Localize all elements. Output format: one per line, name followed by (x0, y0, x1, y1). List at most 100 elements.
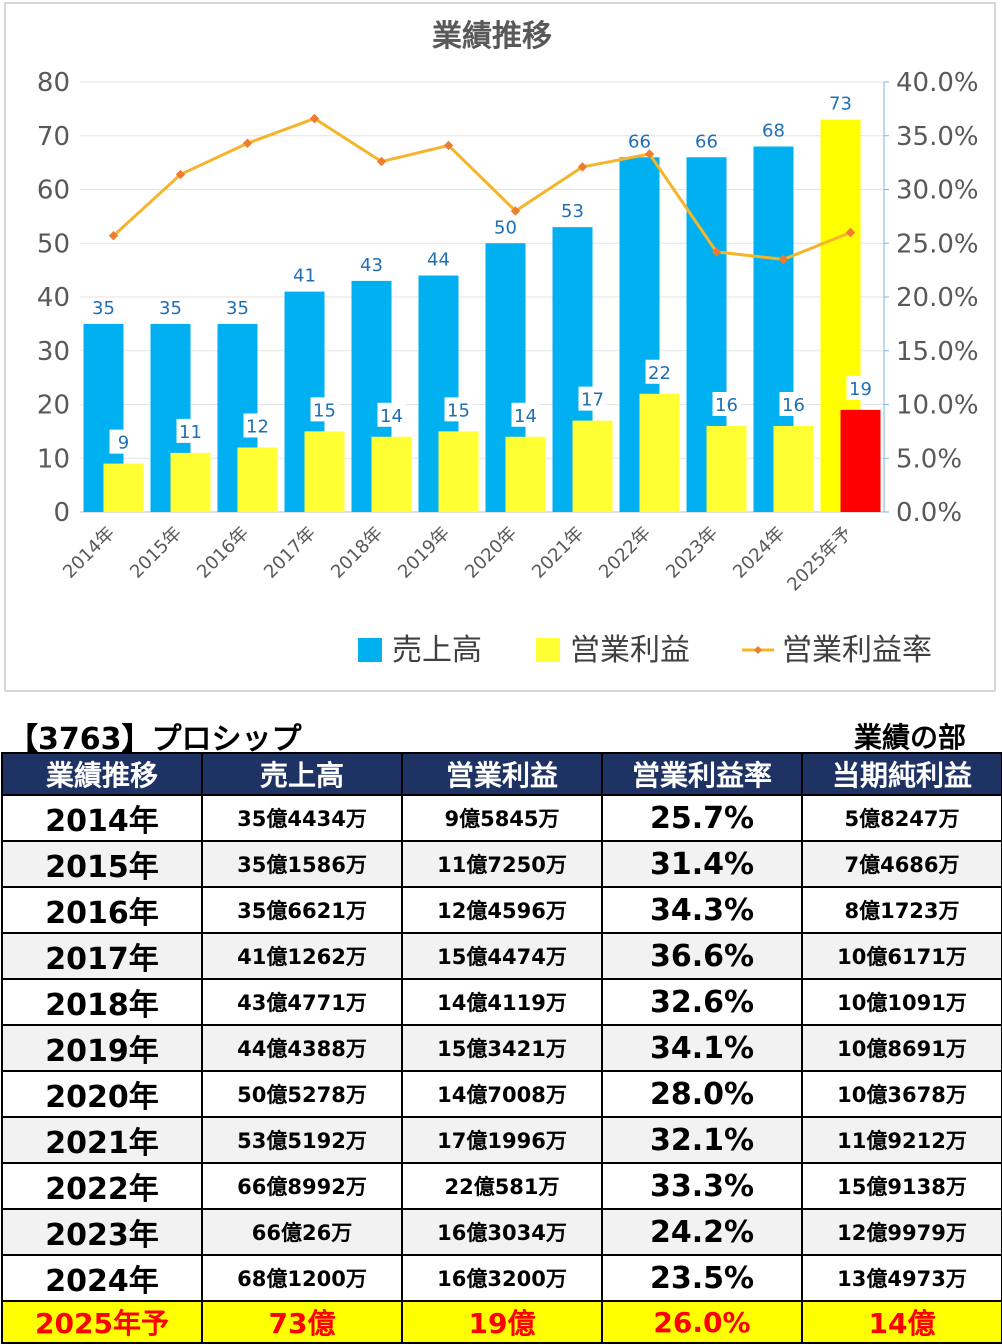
operating-profit-bar (237, 447, 278, 512)
y2-tick-label: 25.0% (896, 229, 979, 259)
operating-profit-cell: 19億 (401, 1300, 603, 1344)
operating-profit-bar (505, 436, 546, 512)
legend-label-operating-margin: 営業利益率 (782, 633, 932, 668)
table-row: 2022年 66億8992万 22億581万 33.3% 15億9138万 (1, 1162, 1002, 1210)
operating-margin-cell: 34.1% (601, 1024, 803, 1072)
x-tick-label: 2017年 (260, 523, 320, 583)
data-label-bg (310, 397, 339, 422)
data-label-bg (511, 402, 540, 427)
legend-swatch-operating-profit (536, 638, 560, 662)
operating-margin-point (309, 113, 320, 124)
table-row: 2024年 68億1200万 16億3200万 23.5% 13億4973万 (1, 1254, 1002, 1302)
year-cell: 2018年 (1, 978, 203, 1026)
table-row: 2017年 41億1262万 15億4474万 36.6% 10億6171万 (1, 932, 1002, 980)
operating-margin-cell: 31.4% (601, 840, 803, 888)
sales-data-label: 35 (92, 298, 115, 319)
x-tick-label: 2024年 (729, 523, 789, 583)
column-header: 業績推移 (1, 752, 203, 796)
table-row: 2025年予 73億 19億 26.0% 14億 (1, 1300, 1002, 1344)
x-tick-label: 2019年 (394, 523, 454, 583)
year-cell: 2025年予 (1, 1300, 203, 1344)
table-row: 2020年 50億5278万 14億7008万 28.0% 10億3678万 (1, 1070, 1002, 1118)
column-header: 売上高 (201, 752, 403, 796)
x-tick-label: 2016年 (193, 523, 253, 583)
y2-tick-label: 5.0% (896, 444, 962, 474)
performance-table: 業績推移 売上高 営業利益 営業利益率 当期純利益 2014年 35億4434万 9億584… (1, 752, 1002, 1344)
year-cell: 2023年 (1, 1208, 203, 1256)
table-row: 2019年 44億4388万 15億3421万 34.1% 10億8691万 (1, 1024, 1002, 1072)
sales-data-label: 66 (695, 131, 718, 152)
operating-profit-data-label: 15 (447, 400, 470, 421)
x-tick-label: 2023年 (662, 523, 722, 583)
operating-profit-bar (170, 452, 211, 512)
x-tick-label: 2014年 (59, 523, 119, 583)
year-cell: 2017年 (1, 932, 203, 980)
operating-margin-cell: 26.0% (601, 1300, 803, 1344)
y2-tick-label: 40.0% (896, 68, 979, 98)
net-income-cell: 7億4686万 (801, 840, 1002, 888)
x-tick-label: 2015年 (126, 523, 186, 583)
operating-profit-bar (371, 436, 412, 512)
year-cell: 2024年 (1, 1254, 203, 1302)
sales-cell: 35億1586万 (201, 840, 403, 888)
year-cell: 2014年 (1, 794, 203, 842)
operating-profit-bar (773, 426, 814, 512)
x-tick-label: 2020年 (461, 523, 521, 583)
x-tick-label: 2025年予 (783, 523, 856, 596)
operating-margin-point (845, 227, 856, 238)
data-label-bg (109, 429, 138, 454)
operating-profit-cell: 16億3034万 (401, 1208, 603, 1256)
operating-profit-data-label: 17 (581, 390, 604, 411)
net-income-cell: 10億8691万 (801, 1024, 1002, 1072)
y2-tick-label: 0.0% (896, 498, 962, 528)
operating-profit-bar (840, 409, 881, 512)
y-tick-label: 50 (37, 229, 70, 259)
operating-margin-point (644, 149, 655, 159)
sales-data-label: 43 (360, 255, 383, 276)
table-body: 2014年 35億4434万 9億5845万 25.7% 5億8247万 2015年 35億… (1, 794, 1002, 1344)
net-income-cell: 10億6171万 (801, 932, 1002, 980)
net-income-cell: 13億4973万 (801, 1254, 1002, 1302)
y2-tick-label: 15.0% (896, 337, 979, 367)
operating-margin-point (443, 140, 454, 151)
legend-label-sales: 売上高 (392, 633, 482, 668)
sales-data-label: 53 (561, 201, 584, 222)
sales-cell: 66億26万 (201, 1208, 403, 1256)
operating-margin-line (112, 117, 852, 261)
operating-margin-cell: 32.1% (601, 1116, 803, 1164)
operating-profit-data-label: 14 (514, 406, 537, 427)
x-tick-label: 2018年 (327, 523, 387, 583)
x-tick-label: 2022年 (595, 523, 655, 583)
operating-profit-cell: 14億4119万 (401, 978, 603, 1026)
chart-frame: 業績推移 0 10 20 30 40 50 60 70 80 0.0% 5.0% 10.0% 15.0% 2… (4, 2, 996, 692)
net-income-cell: 10億3678万 (801, 1070, 1002, 1118)
operating-profit-data-label: 19 (849, 379, 872, 400)
data-label-bg (645, 359, 674, 384)
sales-data-label: 73 (829, 94, 852, 115)
operating-margin-cell: 23.5% (601, 1254, 803, 1302)
operating-profit-bar (572, 420, 613, 512)
net-income-cell: 5億8247万 (801, 794, 1002, 842)
sales-data-label: 68 (762, 121, 785, 142)
sales-cell: 35億6621万 (201, 886, 403, 934)
net-income-cell: 14億 (801, 1300, 1002, 1344)
data-label-bg (578, 386, 607, 411)
sales-cell: 50億5278万 (201, 1070, 403, 1118)
operating-margin-point (778, 254, 789, 265)
chart-title: 業績推移 (432, 19, 552, 54)
y2-tick-label: 30.0% (896, 176, 979, 206)
sales-cell: 73億 (201, 1300, 403, 1344)
operating-profit-cell: 17億1996万 (401, 1116, 603, 1164)
operating-profit-cell: 12億4596万 (401, 886, 603, 934)
operating-margin-point (108, 231, 119, 241)
year-cell: 2015年 (1, 840, 203, 888)
sales-cell: 41億1262万 (201, 932, 403, 980)
operating-profit-bar (639, 393, 680, 512)
year-cell: 2019年 (1, 1024, 203, 1072)
table-row: 2014年 35億4434万 9億5845万 25.7% 5億8247万 (1, 794, 1002, 842)
data-label-bg (444, 397, 473, 422)
y2-tick-label: 20.0% (896, 283, 979, 313)
sales-cell: 43億4771万 (201, 978, 403, 1026)
y-tick-label: 40 (37, 283, 70, 313)
data-label-bg (176, 418, 205, 443)
